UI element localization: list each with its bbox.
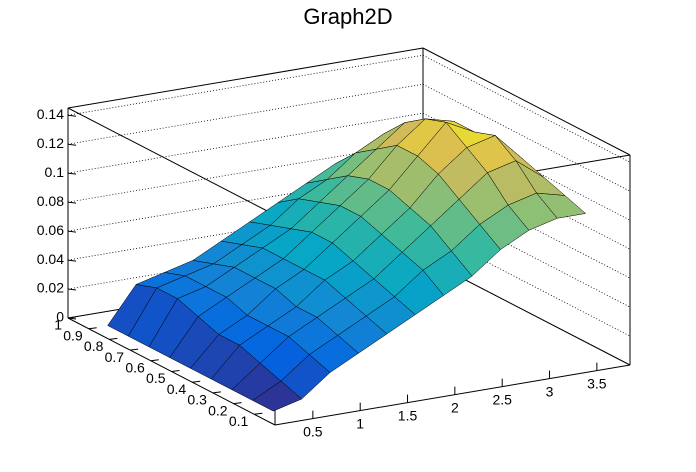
x-tick-label: 1.5	[398, 407, 418, 423]
z-tick	[67, 114, 77, 117]
x-tick-label: 2.5	[492, 391, 512, 407]
z-tick-label: 0.04	[37, 251, 64, 267]
z-tick-label: 0.06	[37, 222, 64, 238]
y-tick-label: 0.1	[229, 413, 249, 429]
y-tick	[150, 359, 159, 362]
box-edge	[67, 107, 276, 216]
y-tick-label: 0.5	[146, 370, 166, 386]
y-tick-label: 0.2	[208, 402, 228, 418]
y-tick	[67, 316, 77, 319]
y-tick	[233, 402, 242, 405]
y-tick-label: 0.3	[187, 392, 207, 408]
grid-line	[67, 54, 424, 116]
z-tick-label: 0.12	[37, 135, 64, 151]
y-tick	[192, 380, 201, 383]
z-tick	[67, 259, 77, 262]
z-tick	[67, 172, 77, 175]
x-tick-label: 3	[546, 383, 554, 399]
y-tick-label: 0.7	[105, 349, 125, 365]
box-edge	[422, 47, 631, 156]
z-tick-label: 0.1	[45, 164, 65, 180]
box-edge	[67, 47, 424, 109]
box-edge	[274, 364, 631, 426]
grid-line	[67, 112, 424, 174]
x-tick-label: 0.5	[303, 423, 323, 439]
z-tick-label: 0.08	[37, 193, 64, 209]
z-tick-label: 0.02	[37, 280, 64, 296]
z-tick	[67, 288, 77, 291]
z-tick	[67, 230, 77, 233]
x-tick-label: 2	[451, 399, 459, 415]
y-tick-label: 1	[54, 317, 62, 333]
x-tick-label: 1	[356, 415, 364, 431]
grid-line	[67, 83, 424, 145]
y-tick	[254, 412, 263, 415]
x-tick-label: 3.5	[587, 375, 607, 391]
z-tick-label: 0.14	[37, 106, 64, 122]
z-tick	[67, 143, 77, 146]
chart-title: Graph2D	[303, 4, 392, 29]
y-tick	[88, 327, 97, 330]
y-tick-label: 0.4	[167, 381, 187, 397]
y-tick	[130, 348, 139, 351]
surface-cell	[252, 380, 303, 412]
z-tick	[67, 201, 77, 204]
y-tick	[212, 391, 221, 394]
y-tick	[171, 370, 180, 372]
y-tick-label: 0.6	[125, 360, 145, 376]
y-tick-label: 0.9	[63, 327, 83, 343]
z-tick-label: 0	[56, 309, 64, 325]
y-tick	[109, 337, 118, 340]
y-tick-label: 0.8	[84, 338, 104, 354]
